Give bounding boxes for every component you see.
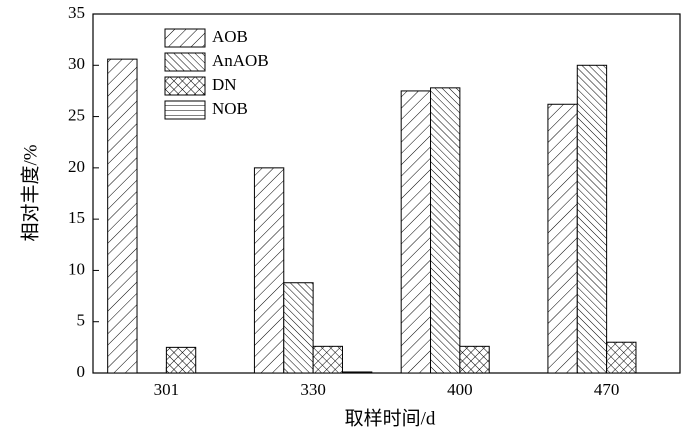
legend-swatch [164, 28, 206, 48]
bar [312, 345, 343, 374]
legend-swatch [164, 76, 206, 96]
y-tick-label: 25 [68, 105, 85, 124]
x-tick-label: 400 [447, 380, 473, 399]
y-tick-label: 15 [68, 208, 85, 227]
y-tick-label: 10 [68, 259, 85, 278]
y-tick-label: 35 [68, 3, 85, 22]
bar [459, 345, 490, 374]
x-tick-label: 301 [154, 380, 180, 399]
bar [283, 282, 314, 374]
legend-label: AOB [212, 27, 248, 46]
bar [107, 58, 138, 374]
y-tick-label: 20 [68, 157, 85, 176]
plot-frame [92, 13, 681, 374]
legend-label: NOB [212, 99, 248, 118]
bar [165, 346, 197, 374]
x-tick-label: 330 [300, 380, 326, 399]
legend-label: AnAOB [212, 51, 269, 70]
y-tick-label: 30 [68, 54, 85, 73]
legend-label: DN [212, 75, 237, 94]
bar [253, 167, 285, 374]
bar [430, 87, 461, 374]
bar [576, 64, 608, 374]
bar [547, 103, 578, 374]
legend-swatch [164, 52, 206, 72]
bar [341, 371, 373, 374]
bar [400, 90, 432, 374]
legend-swatch [164, 100, 206, 120]
bar [606, 341, 637, 374]
y-tick-label: 0 [77, 362, 86, 381]
x-axis-title: 取样时间/d [345, 407, 436, 429]
y-tick-label: 5 [77, 311, 86, 330]
x-tick-label: 470 [594, 380, 620, 399]
y-axis-title: 相对丰度/% [19, 144, 41, 241]
